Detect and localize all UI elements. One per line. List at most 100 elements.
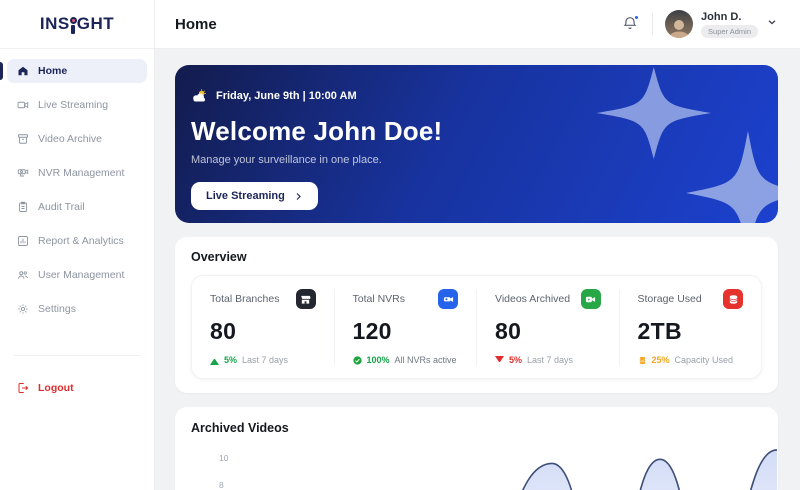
user-name: John D.: [701, 10, 742, 23]
sidebar-item-home[interactable]: Home: [0, 59, 147, 83]
notification-dot: [634, 15, 640, 20]
sidebar-item-label: Report & Analytics: [38, 235, 124, 247]
stat-storage-used: Storage Used 2TB 25% Capacity Used: [620, 289, 762, 365]
stat-videos-archived: Videos Archived 80 5% Last 7 days: [477, 289, 620, 365]
content: Friday, June 9th | 10:00 AM Welcome John…: [155, 49, 800, 490]
notifications-button[interactable]: [622, 15, 640, 33]
logo-text-suffix: GHT: [76, 14, 115, 33]
archive-icon: [18, 134, 28, 144]
y-tick-label: 10: [219, 453, 229, 463]
profile-menu[interactable]: John D. Super Admin: [665, 10, 778, 38]
user-role-badge: Super Admin: [701, 24, 758, 38]
sidebar-item-label: Settings: [38, 303, 76, 315]
sidebar-item-label: Audit Trail: [38, 201, 85, 213]
bar-chart-icon: [18, 236, 28, 246]
avatar: [665, 10, 694, 38]
logout-label: Logout: [38, 382, 74, 394]
stat-delta: 5%: [224, 355, 238, 365]
sidebar-item-label: NVR Management: [38, 167, 125, 179]
sidebar-item-video-archive[interactable]: Video Archive: [7, 127, 147, 151]
weather-sun-cloud-icon: [193, 89, 206, 102]
clipboard-icon: [19, 201, 27, 212]
home-icon: [18, 66, 28, 76]
sidebar-item-live-streaming[interactable]: Live Streaming: [7, 93, 147, 117]
welcome-subtitle: Manage your surveillance in one place.: [191, 154, 382, 166]
stat-total-branches: Total Branches 80 5% Last 7 days: [192, 289, 335, 365]
sidebar-item-label: Video Archive: [38, 133, 103, 145]
archived-videos-section: Archived Videos 10 8: [175, 407, 778, 490]
archived-videos-title: Archived Videos: [191, 421, 289, 435]
stat-value: 80: [210, 318, 237, 344]
stat-value: 80: [495, 318, 522, 344]
sidebar-item-label: User Management: [38, 269, 125, 281]
chevron-right-icon: [296, 192, 301, 200]
stat-label: Total Branches: [210, 293, 280, 305]
cctv-camera-icon: [17, 169, 29, 177]
chevron-down-icon: [766, 15, 778, 33]
sidebar-item-nvr-management[interactable]: NVR Management: [7, 161, 147, 185]
welcome-title: Welcome John Doe!: [191, 116, 443, 146]
overview-section: Overview Total Branches 80 5%: [175, 237, 778, 393]
avatar-photo: [668, 20, 691, 38]
bell-icon: [623, 17, 637, 30]
check-circle-icon: [352, 355, 362, 365]
stat-label: Storage Used: [637, 293, 702, 305]
y-tick-label: 8: [219, 480, 224, 490]
logo: INS GHT: [0, 0, 154, 49]
sidebar: INS GHT Home Live Streaming Video Archive…: [0, 0, 155, 490]
banner-datetime: Friday, June 9th | 10:00 AM: [216, 90, 357, 102]
trend-down-icon: [495, 355, 504, 365]
top-bar: Home John D. Super Admin: [155, 0, 800, 49]
sidebar-item-label: Live Streaming: [38, 99, 109, 111]
gear-icon: [18, 304, 28, 314]
stat-value: 120: [352, 318, 392, 344]
stat-note: Last 7 days: [527, 355, 574, 365]
header-divider: [652, 13, 654, 35]
stat-delta: 5%: [509, 355, 523, 365]
video-camera-icon: [17, 101, 29, 109]
live-streaming-button-label: Live Streaming: [206, 190, 285, 202]
stats-card: Total Branches 80 5% Last 7 days: [191, 275, 762, 379]
logout-button[interactable]: Logout: [0, 382, 154, 394]
stat-label: Videos Archived: [495, 293, 571, 305]
sidebar-item-audit-trail[interactable]: Audit Trail: [7, 195, 147, 219]
users-icon: [18, 271, 28, 279]
sidebar-divider: [14, 355, 140, 356]
user-info: John D. Super Admin: [701, 11, 758, 38]
overview-title: Overview: [191, 250, 247, 264]
store-icon: [295, 289, 316, 309]
stat-total-nvrs: Total NVRs 120 100% All NVRs active: [335, 289, 477, 365]
storage-mini-icon: [639, 356, 645, 364]
stat-value: 2TB: [637, 318, 682, 344]
chart-area-fill: [522, 449, 777, 490]
logout-icon: [18, 383, 29, 393]
sidebar-item-label: Home: [38, 65, 68, 77]
main-area: Home John D. Super Admin: [155, 0, 800, 490]
stat-note: Last 7 days: [242, 355, 289, 365]
cctv-camera-icon: [438, 289, 458, 309]
sparkle-decoration: [596, 67, 778, 223]
sidebar-item-user-management[interactable]: User Management: [7, 263, 147, 287]
sidebar-item-settings[interactable]: Settings: [7, 297, 147, 321]
archived-videos-chart: [522, 449, 777, 490]
stat-delta: 25%: [651, 355, 670, 365]
sidebar-item-report-analytics[interactable]: Report & Analytics: [7, 229, 147, 253]
top-bar-right: John D. Super Admin: [622, 10, 778, 38]
banner-datetime-row: Friday, June 9th | 10:00 AM: [191, 89, 762, 103]
live-streaming-button[interactable]: Live Streaming: [191, 182, 318, 210]
welcome-banner: Friday, June 9th | 10:00 AM Welcome John…: [175, 65, 778, 223]
database-icon: [723, 289, 743, 309]
logo-camera-lens-icon: [69, 17, 77, 34]
logo-text-prefix: INS: [39, 14, 70, 33]
videocam-icon: [580, 289, 601, 309]
chart-line: [522, 449, 777, 490]
page-title: Home: [175, 15, 217, 33]
trend-up-icon: [210, 356, 219, 365]
stat-note: All NVRs active: [394, 355, 457, 365]
brand-logo: INS GHT: [40, 14, 114, 34]
stat-delta: 100%: [366, 355, 390, 365]
sidebar-nav: Home Live Streaming Video Archive NVR Ma…: [0, 49, 154, 321]
stat-note: Capacity Used: [674, 355, 734, 365]
stat-label: Total NVRs: [352, 293, 406, 305]
